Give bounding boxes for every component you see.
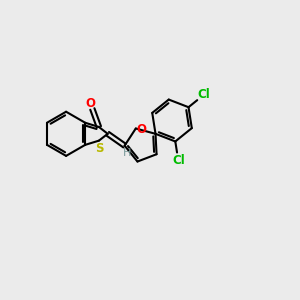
- Text: O: O: [85, 97, 95, 110]
- Text: H: H: [123, 148, 131, 158]
- Text: O: O: [136, 124, 146, 136]
- Text: Cl: Cl: [172, 154, 185, 167]
- Text: S: S: [95, 142, 104, 154]
- Text: Cl: Cl: [197, 88, 210, 101]
